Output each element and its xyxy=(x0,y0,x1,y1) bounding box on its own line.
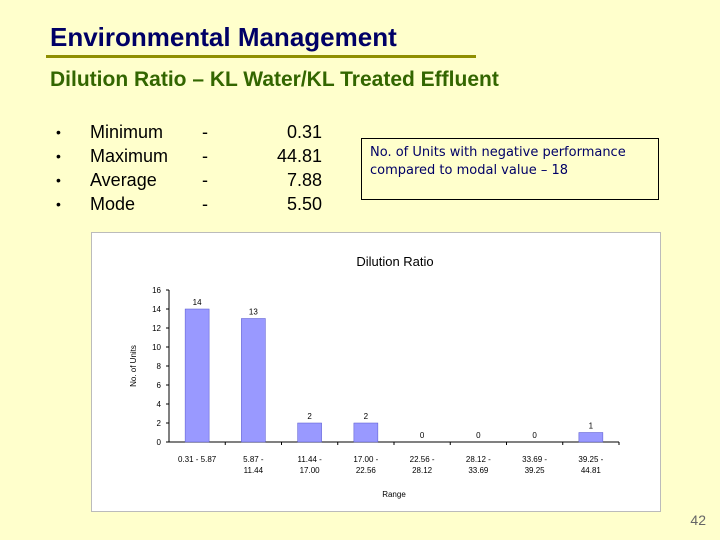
x-tick-label: 28.12 xyxy=(412,466,433,475)
x-tick-label: 44.81 xyxy=(581,466,602,475)
stat-dash: - xyxy=(202,194,208,214)
y-tick-label: 0 xyxy=(157,438,162,447)
stat-dash: - xyxy=(202,170,208,190)
x-tick-label: 39.25 xyxy=(525,466,546,475)
stat-label: Average xyxy=(90,170,157,190)
x-tick-label: 17.00 - xyxy=(353,455,378,464)
bar xyxy=(297,422,322,443)
bullet-icon: • xyxy=(56,148,61,164)
slide-subtitle: Dilution Ratio – KL Water/KL Treated Eff… xyxy=(50,68,499,91)
x-tick-label: 22.56 - xyxy=(410,455,435,464)
y-tick-label: 12 xyxy=(152,324,161,333)
x-tick-label: 22.56 xyxy=(356,466,377,475)
bullet-icon: • xyxy=(56,124,61,140)
data-label: 14 xyxy=(193,298,202,307)
x-tick-label: 5.87 - xyxy=(243,455,264,464)
bullet-icon: • xyxy=(56,196,61,212)
y-tick-label: 10 xyxy=(152,343,161,352)
stat-dash: - xyxy=(202,146,208,166)
y-tick-label: 14 xyxy=(152,305,161,314)
x-tick-label: 11.44 - xyxy=(297,455,322,464)
chart-panel: Dilution Ratio 0 2 4 6 8 10 12 14 16 No. of Units 1… xyxy=(91,232,661,512)
x-tick-label: 39.25 - xyxy=(578,455,603,464)
data-label: 0 xyxy=(532,431,537,440)
stat-value: 0.31 xyxy=(286,122,322,142)
x-tick-label: 33.69 xyxy=(468,466,489,475)
x-axis-label: Range xyxy=(382,490,406,499)
y-tick-label: 4 xyxy=(157,400,162,409)
stat-value: 44.81 xyxy=(276,146,322,166)
title-underline xyxy=(46,55,476,58)
y-tick-label: 2 xyxy=(157,419,162,428)
note-box: No. of Units with negative performance c… xyxy=(361,138,659,200)
stat-label: Minimum xyxy=(90,122,164,142)
x-tick-label: 33.69 - xyxy=(522,455,547,464)
data-label: 2 xyxy=(307,412,312,421)
y-axis-label: No. of Units xyxy=(129,345,138,387)
y-tick-label: 6 xyxy=(157,381,162,390)
x-tick-label: 11.44 xyxy=(244,466,264,475)
stat-label: Maximum xyxy=(90,146,169,166)
x-tick-label: 28.12 - xyxy=(466,455,491,464)
x-tick-label: 17.00 xyxy=(300,466,321,475)
data-label: 2 xyxy=(364,412,369,421)
bar xyxy=(241,318,266,443)
bar xyxy=(184,308,210,443)
slide-title: Environmental Management xyxy=(50,22,397,52)
y-tick-label: 8 xyxy=(157,362,162,371)
page-number: 42 xyxy=(690,512,706,528)
data-label: 0 xyxy=(476,431,481,440)
bullet-icon: • xyxy=(56,172,61,188)
y-tick-label: 16 xyxy=(152,286,161,295)
data-label: 0 xyxy=(420,431,425,440)
data-label: 1 xyxy=(589,422,594,431)
chart-title: Dilution Ratio xyxy=(356,254,433,269)
stat-value: 5.50 xyxy=(286,194,322,214)
stat-label: Mode xyxy=(90,194,136,214)
stat-value: 7.88 xyxy=(286,170,322,190)
bar xyxy=(353,422,379,443)
data-label: 13 xyxy=(249,308,258,317)
x-tick-label: 0.31 - 5.87 xyxy=(178,455,217,464)
bar xyxy=(578,432,604,443)
stat-dash: - xyxy=(202,122,208,142)
